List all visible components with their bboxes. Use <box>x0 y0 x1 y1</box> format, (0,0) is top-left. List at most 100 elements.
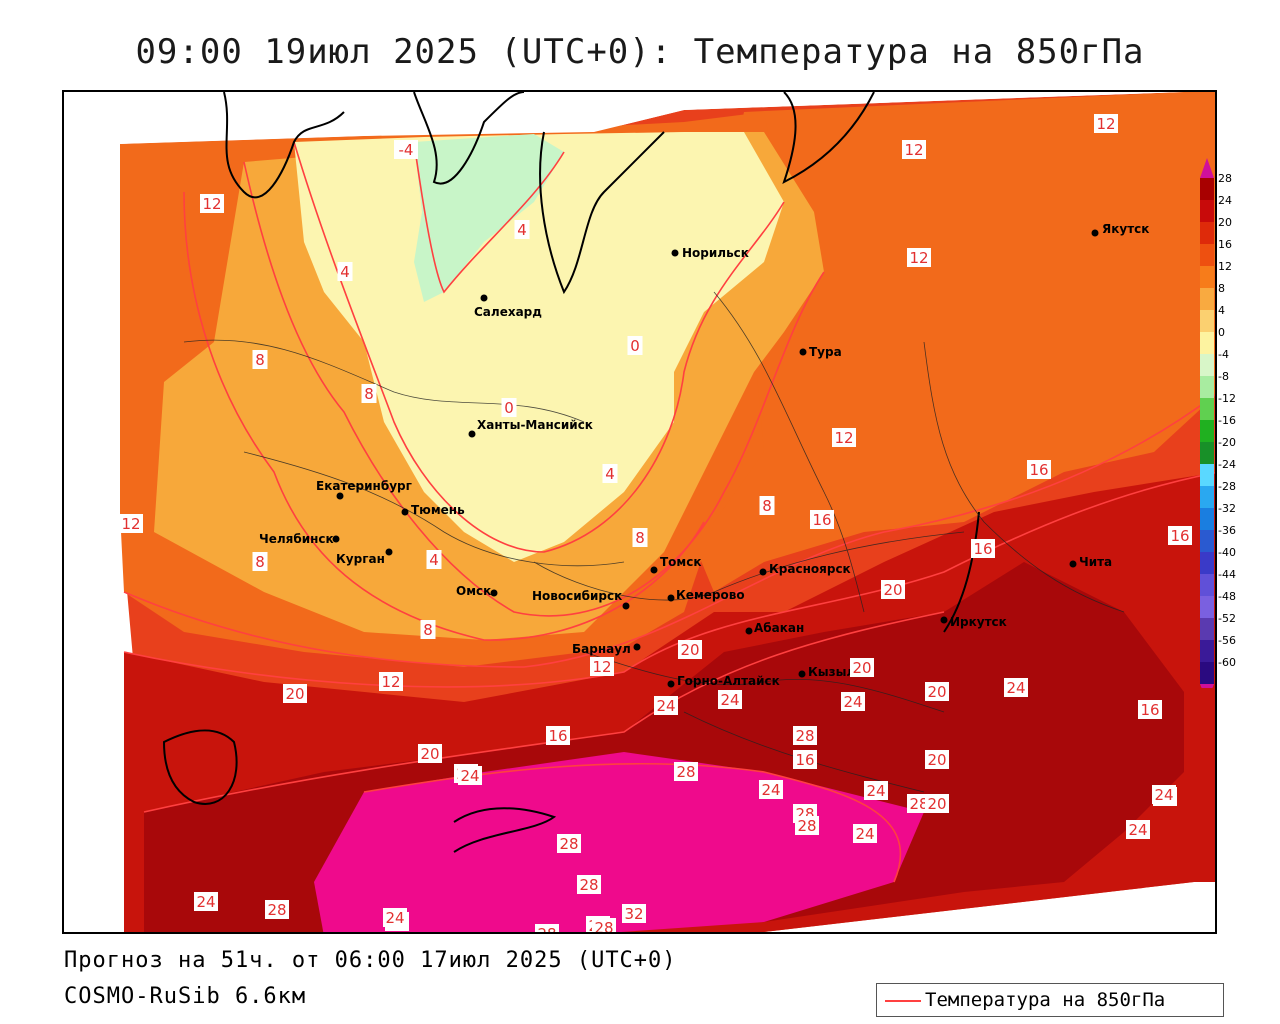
city-dot <box>468 430 476 438</box>
isotherm-label: 28 <box>592 918 616 934</box>
isotherm-label-text: 12 <box>202 195 221 213</box>
city-tura: Тура <box>809 345 842 359</box>
isotherm-label-bg <box>252 552 268 571</box>
scale-swatch <box>1200 574 1214 596</box>
isotherm-label: 0 <box>627 336 643 355</box>
isotherm-label: 24 <box>1126 820 1150 839</box>
isotherm-label-text: 28 <box>579 876 598 894</box>
city-kyzyl: Кызыл <box>808 665 855 679</box>
isotherm-label-bg <box>832 428 856 447</box>
scale-tick-label: 8 <box>1218 282 1225 295</box>
isotherm-label-bg <box>283 684 307 703</box>
isotherm-label-text: 28 <box>594 919 613 934</box>
isotherm-label: 12 <box>902 140 926 159</box>
temperature-map[interactable]: Норильск Салехард Тура Якутск Ханты-Манс… <box>62 90 1217 934</box>
scale-swatch <box>1200 222 1214 244</box>
isotherm-label-text: 28 <box>267 901 286 919</box>
city-tyumen: Тюмень <box>411 503 465 517</box>
isotherm-label-text: 24 <box>656 697 675 715</box>
isotherm-label: 28 <box>793 726 817 745</box>
city-salekhard: Салехард <box>474 305 542 319</box>
isotherm-label-text: 4 <box>517 221 527 239</box>
isotherm-label-bg <box>925 794 949 813</box>
isotherm-label-text: 16 <box>973 540 992 558</box>
isotherm-label-bg <box>810 510 834 529</box>
scale-tick-label: -16 <box>1218 414 1236 427</box>
scale-swatch <box>1200 200 1214 222</box>
isotherm-label-text: 16 <box>548 727 567 745</box>
isotherm-label-bg <box>759 496 775 515</box>
isotherm-label: 12 <box>907 248 931 267</box>
isotherm-label-text: 24 <box>1006 679 1025 697</box>
isotherm-label-text: 12 <box>834 429 853 447</box>
scale-tick-label: 0 <box>1218 326 1225 339</box>
scale-tick-label: -20 <box>1218 436 1236 449</box>
city-dot <box>671 249 679 257</box>
isotherm-label-bg <box>426 550 442 569</box>
isotherm-label: 16 <box>810 510 834 529</box>
isotherm-label-text: 24 <box>761 781 780 799</box>
isotherm-label: 24 <box>1152 785 1176 804</box>
city-dot <box>401 508 409 516</box>
isotherm-label: 8 <box>759 496 775 515</box>
isotherm-label-bg <box>1027 460 1051 479</box>
city-chita: Чита <box>1079 555 1112 569</box>
isotherm-label: 8 <box>420 620 436 639</box>
scale-tick-label: 12 <box>1218 260 1232 273</box>
isotherm-label: 4 <box>426 550 442 569</box>
isotherm-label-bg <box>200 194 224 213</box>
isotherm-label-bg <box>602 464 618 483</box>
forecast-info: Прогноз на 51ч. от 06:00 17июл 2025 (UTC… <box>64 948 677 973</box>
isotherm-label-bg <box>678 640 702 659</box>
map-canvas: Норильск Салехард Тура Якутск Ханты-Манс… <box>64 92 1215 934</box>
isotherm-label-text: 8 <box>255 351 265 369</box>
isotherm-label: 8 <box>632 528 648 547</box>
isotherm-label-bg <box>632 528 648 547</box>
isotherm-label-bg <box>622 904 646 923</box>
scale-swatch <box>1200 640 1214 662</box>
city-irkutsk: Иркутск <box>950 615 1007 629</box>
scale-tick-label: -32 <box>1218 502 1236 515</box>
isotherm-label-text: 28 <box>797 817 816 835</box>
isotherm-label: 24 <box>1004 678 1028 697</box>
city-dot <box>385 548 393 556</box>
isotherm-label-text: 24 <box>460 767 479 785</box>
scale-swatch <box>1200 398 1214 420</box>
isotherm-label-text: 24 <box>1154 786 1173 804</box>
isotherm-label-bg <box>925 750 949 769</box>
scale-swatch <box>1200 244 1214 266</box>
isotherm-label: 24 <box>383 908 407 927</box>
isotherm-label-bg <box>194 892 218 911</box>
isotherm-label-text: 24 <box>720 691 739 709</box>
isotherm-label: 28 <box>795 816 819 835</box>
scale-tick-label: 28 <box>1218 172 1232 185</box>
scale-tick-label: 16 <box>1218 238 1232 251</box>
isotherm-label-bg <box>881 580 905 599</box>
isotherm-label-bg <box>925 682 949 701</box>
isotherm-label-bg <box>718 690 742 709</box>
city-dot <box>667 594 675 602</box>
scale-tick-label: -40 <box>1218 546 1236 559</box>
isotherm-label-bg <box>546 726 570 745</box>
city-dot <box>633 643 641 651</box>
isotherm-label-bg <box>971 539 995 558</box>
isotherm-label-text: 4 <box>605 465 615 483</box>
scale-swatch <box>1200 420 1214 442</box>
no-data-corner <box>64 92 1215 144</box>
isotherm-labels: 12 12 12 12 12 4 -4 4 4 8 8 8 0 0 4 8 12 16 16 16 16 12 8 8 20 20… <box>119 114 1192 934</box>
isotherm-label-text: 12 <box>121 515 140 533</box>
isotherm-label-text: 8 <box>423 621 433 639</box>
isotherm-label-text: 28 <box>676 763 695 781</box>
scale-swatch <box>1200 464 1214 486</box>
isotherm-label-bg <box>850 658 874 677</box>
city-norilsk: Норильск <box>682 246 749 260</box>
isotherm-label-text: 12 <box>1096 115 1115 133</box>
isotherm-label: 8 <box>252 350 268 369</box>
band-pale-yellow <box>294 132 784 562</box>
isotherm-label: 20 <box>283 684 307 703</box>
city-dot <box>332 535 340 543</box>
isotherm-label-bg <box>1168 526 1192 545</box>
isotherm-label-text: 0 <box>504 399 514 417</box>
scale-tick-label: 20 <box>1218 216 1232 229</box>
isotherm-label: 16 <box>1138 700 1162 719</box>
